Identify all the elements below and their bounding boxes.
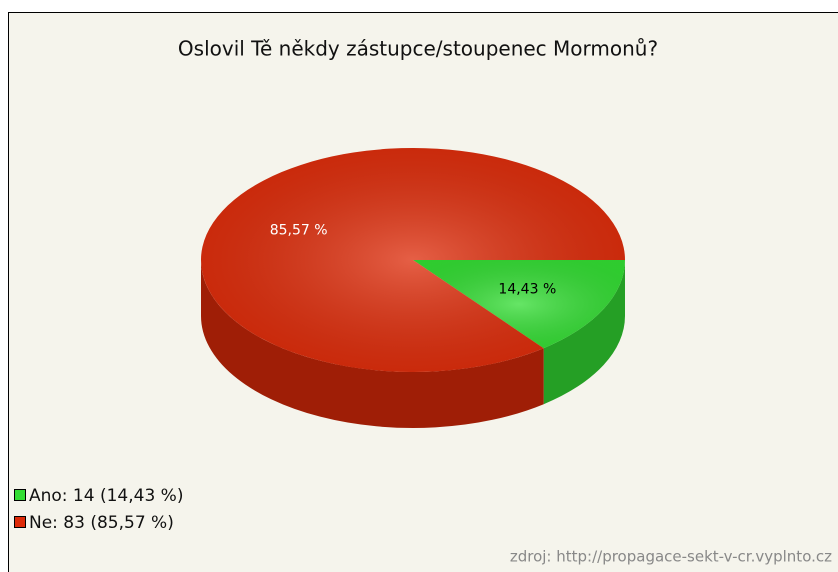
- chart-title: Oslovil Tě někdy zástupce/stoupenec Morm…: [178, 37, 658, 61]
- slice-label: 14,43 %: [498, 281, 556, 297]
- slice-side: [543, 260, 625, 405]
- slice-shade: [413, 260, 625, 349]
- slice-label: 85,57 %: [270, 223, 328, 239]
- legend-label: Ne: 83 (85,57 %): [29, 513, 174, 533]
- source-note: zdroj: http://propagace-sekt-v-cr.vyplnt…: [510, 548, 832, 566]
- legend-swatch: [14, 489, 26, 501]
- slice-shade: [200, 148, 625, 373]
- legend-label: Ano: 14 (14,43 %): [29, 486, 183, 506]
- legend-swatch: [14, 516, 26, 528]
- slice-side: [201, 260, 544, 429]
